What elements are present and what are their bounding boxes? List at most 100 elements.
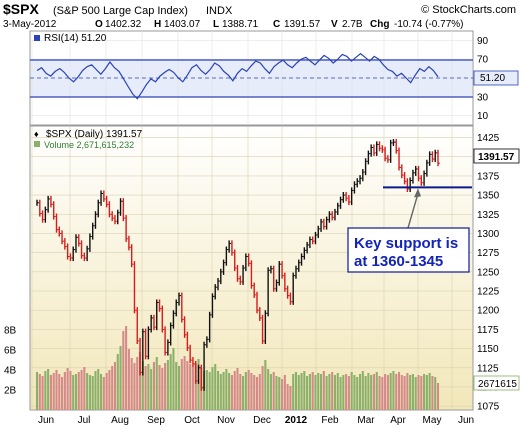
volume-bar — [155, 357, 158, 410]
volume-bar — [58, 374, 61, 410]
volume-bar — [370, 375, 373, 410]
rsi-current-label: 51.20 — [480, 73, 505, 84]
volume-bar — [406, 373, 409, 410]
volume-bar — [216, 371, 220, 410]
volume-bar — [191, 367, 194, 410]
header-exchange: INDX — [206, 5, 233, 17]
volume-bar — [411, 374, 414, 410]
header-name: (S&P 500 Large Cap Index) — [53, 5, 188, 17]
x-tick-label: Apr — [390, 415, 406, 426]
price-tick-label: 1325 — [477, 210, 500, 221]
volume-bar — [311, 372, 314, 410]
volume-bar — [255, 377, 259, 410]
volume-bar — [97, 369, 100, 410]
volume-bar — [436, 383, 440, 410]
volume-bar — [420, 376, 423, 410]
volume-bar — [136, 357, 139, 410]
volume-bar — [219, 374, 222, 410]
volume-bar — [228, 373, 231, 410]
x-tick-label: Aug — [111, 415, 129, 426]
volume-bar — [147, 364, 150, 410]
volume-bar — [141, 361, 144, 410]
price-tick-label: 1250 — [477, 267, 500, 278]
volume-value: 2.7B — [342, 19, 363, 30]
volume-bar — [428, 373, 431, 410]
volume-legend: Volume 2,671,615,232 — [44, 140, 134, 150]
price-tick-label: 1375 — [477, 171, 500, 182]
volume-bar — [345, 374, 348, 410]
open-value: 1402.32 — [105, 19, 142, 30]
volume-tick-label: 8B — [4, 326, 17, 337]
volume-bar — [434, 377, 437, 410]
price-tick-label: 1350 — [477, 191, 500, 202]
volume-bar — [161, 368, 164, 410]
volume-bar — [244, 372, 247, 410]
volume-bar — [242, 376, 245, 410]
price-tick-label: 1175 — [477, 325, 499, 336]
volume-label: V — [331, 19, 338, 30]
volume-bar — [331, 372, 334, 410]
volume-bar — [125, 326, 128, 410]
volume-bar — [102, 377, 105, 410]
volume-bar — [41, 376, 44, 410]
rsi-tick-label: 30 — [477, 92, 489, 103]
low-value: 1388.71 — [222, 19, 259, 30]
volume-bar — [400, 375, 403, 410]
x-tick-label: 2012 — [285, 415, 308, 426]
volume-bar — [80, 370, 83, 410]
volume-bar — [292, 374, 295, 410]
high-value: 1403.07 — [164, 19, 201, 30]
volume-bar — [275, 376, 278, 410]
price-legend-icon: ♦ — [34, 129, 39, 139]
volume-bar — [113, 362, 117, 410]
volume-bar — [384, 374, 387, 410]
volume-bar — [66, 368, 69, 410]
volume-bar — [133, 363, 136, 410]
change-label: Chg — [370, 19, 389, 30]
x-tick-label: Nov — [217, 415, 235, 426]
volume-bar — [47, 369, 50, 410]
volume-bar — [269, 374, 272, 410]
volume-bar — [364, 376, 367, 410]
rsi-current-badge — [473, 70, 519, 86]
x-tick-label: Oct — [184, 415, 200, 426]
price-bars — [36, 139, 440, 391]
volume-bar — [350, 372, 353, 410]
volume-bar — [186, 361, 189, 410]
price-current-badge — [473, 148, 520, 164]
x-tick-label: May — [423, 415, 442, 426]
close-value: 1391.57 — [284, 19, 321, 30]
rsi-legend-square — [34, 35, 40, 41]
volume-bar — [122, 331, 125, 410]
volume-bar — [108, 370, 111, 410]
low-label: L — [213, 19, 219, 30]
volume-bar — [319, 374, 323, 410]
volume-bar — [169, 354, 172, 410]
x-tick-label: Mar — [357, 415, 375, 426]
volume-bar — [375, 372, 378, 410]
price-tick-label: 1425 — [477, 133, 500, 144]
header-date: 3-May-2012 — [3, 19, 57, 30]
volume-bar — [395, 374, 398, 410]
volume-bar — [322, 371, 325, 410]
volume-bar — [314, 375, 317, 410]
volume-tick-label: 6B — [4, 346, 17, 357]
price-tick-label: 1200 — [477, 306, 500, 317]
volume-bar — [83, 367, 86, 410]
volume-tick-label: 2B — [4, 386, 17, 397]
volume-bar — [423, 374, 426, 410]
support-arrow — [407, 193, 419, 229]
header-symbol: $SPX — [3, 1, 39, 17]
rsi-legend: RSI(14) 51.20 — [44, 33, 107, 44]
volume-current-label: 2671615 — [478, 379, 517, 390]
volume-bar — [381, 377, 384, 410]
volume-bar — [397, 372, 401, 410]
x-tick-label: Dec — [253, 415, 271, 426]
brand-label: © StockCharts.com — [421, 4, 516, 16]
volume-bar — [77, 372, 80, 410]
volume-bar — [403, 376, 406, 410]
volume-bar — [409, 375, 412, 410]
volume-bar — [392, 371, 395, 410]
volume-bar — [425, 375, 428, 410]
rsi-series-line — [36, 52, 439, 100]
